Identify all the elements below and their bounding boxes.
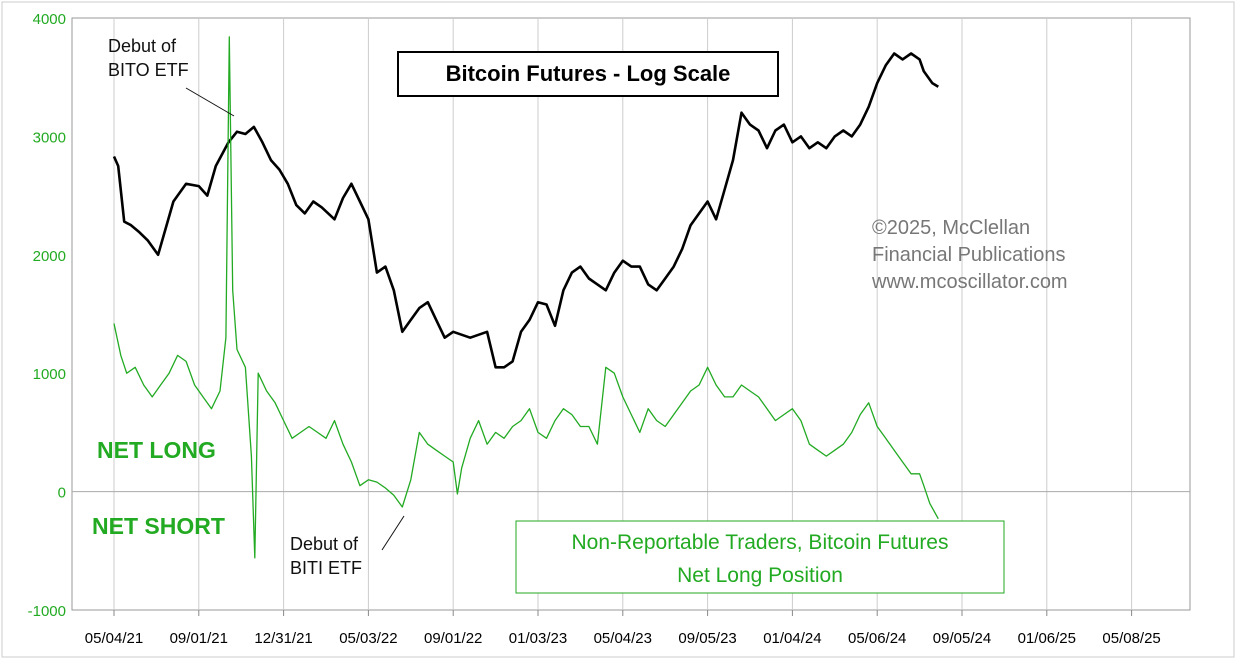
x-tick-label: 05/06/24: [848, 630, 906, 647]
bito-annotation-line-1: Debut of: [108, 36, 177, 56]
legend-line-1: Non-Reportable Traders, Bitcoin Futures: [571, 531, 948, 554]
bito-annotation-line-2: BITO ETF: [108, 60, 189, 80]
title-box: [397, 51, 779, 97]
series-layer: [112, 36, 939, 559]
y-tick-label: 0: [58, 485, 66, 502]
y-tick-label: 3000: [33, 129, 66, 146]
legend-line-2: Net Long Position: [677, 564, 843, 587]
biti-annotation-pointer: [381, 515, 405, 551]
x-tick-label: 05/04/23: [594, 630, 652, 647]
x-tick-label: 05/03/22: [339, 630, 397, 647]
x-tick-label: 09/01/21: [170, 630, 228, 647]
price-series-line: [112, 52, 939, 369]
x-tick-label: 01/04/24: [763, 630, 821, 647]
x-tick-label: 05/08/25: [1102, 630, 1160, 647]
copyright-line-2: Financial Publications: [872, 244, 1065, 266]
x-axis-ticks: 05/04/21 09/01/21 12/31/21 05/03/22 09/01/22…: [85, 610, 1161, 647]
bito-annotation-pointer: [185, 87, 235, 117]
net-long-label: NET LONG: [97, 437, 216, 463]
plot-area: [71, 17, 1191, 611]
x-tick-label: 01/03/23: [509, 630, 567, 647]
copyright-line-3: www.mcoscillator.com: [871, 271, 1068, 293]
chart-title: Bitcoin Futures - Log Scale: [446, 61, 731, 86]
y-tick-label: 4000: [33, 11, 66, 28]
x-tick-label: 12/31/21: [254, 630, 312, 647]
x-tick-label: 09/05/24: [933, 630, 991, 647]
y-axis-ticks: 4000 3000 2000 1000 0 -1000: [28, 11, 66, 620]
legend-box: [515, 520, 1005, 594]
copyright-line-1: ©2025, McClellan: [872, 217, 1030, 239]
grid-layer: [72, 18, 1190, 610]
y-tick-label: 2000: [33, 248, 66, 265]
x-tick-label: 09/05/23: [678, 630, 736, 647]
x-tick-label: 09/01/22: [424, 630, 482, 647]
biti-annotation-line-2: BITI ETF: [290, 558, 362, 578]
x-tick-label: 05/04/21: [85, 630, 143, 647]
biti-annotation-line-1: Debut of: [290, 534, 359, 554]
position-series-line: [113, 36, 939, 559]
y-tick-label: 1000: [33, 366, 66, 383]
y-tick-label: -1000: [28, 603, 66, 620]
x-tick-label: 01/06/25: [1018, 630, 1076, 647]
net-short-label: NET SHORT: [92, 513, 225, 539]
